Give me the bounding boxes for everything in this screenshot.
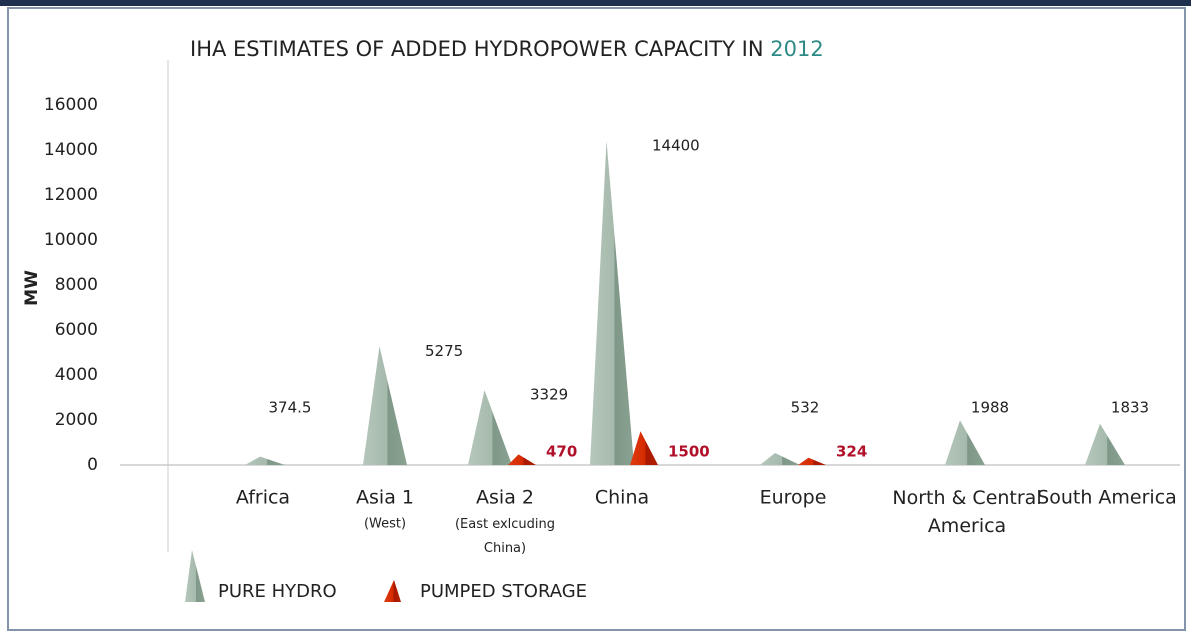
x-tick-label: Africa bbox=[236, 487, 290, 509]
spike bbox=[798, 457, 826, 465]
value-label: 14400 bbox=[652, 137, 700, 155]
y-tick-label: 14000 bbox=[44, 140, 98, 160]
spike bbox=[590, 141, 634, 465]
value-label: 374.5 bbox=[269, 399, 312, 417]
x-tick-label: Asia 1 bbox=[356, 487, 414, 509]
legend-swatch bbox=[185, 550, 205, 602]
value-label: 5275 bbox=[425, 342, 463, 360]
y-axis-label: MW bbox=[22, 270, 42, 306]
value-label: 324 bbox=[836, 443, 867, 461]
spike bbox=[508, 454, 536, 465]
spike bbox=[945, 420, 985, 465]
y-tick-label: 6000 bbox=[55, 320, 98, 340]
x-tick-label: South America bbox=[1037, 487, 1177, 509]
x-tick-label: Asia 2 bbox=[476, 487, 534, 509]
spike bbox=[468, 390, 512, 465]
spike bbox=[760, 453, 800, 465]
x-tick-label: Europe bbox=[760, 487, 827, 509]
value-label: 532 bbox=[791, 399, 820, 417]
legend-swatch bbox=[384, 580, 401, 602]
y-tick-label: 4000 bbox=[55, 365, 98, 385]
value-label: 1500 bbox=[668, 443, 710, 461]
value-label: 470 bbox=[546, 443, 577, 461]
y-tick-label: 16000 bbox=[44, 95, 98, 115]
y-tick-label: 8000 bbox=[55, 275, 98, 295]
chart-title: IHA ESTIMATES OF ADDED HYDROPOWER CAPACI… bbox=[190, 37, 824, 61]
legend-label: PURE HYDRO bbox=[218, 581, 337, 602]
y-tick-label: 12000 bbox=[44, 185, 98, 205]
value-label: 1988 bbox=[971, 399, 1009, 417]
top-bar bbox=[0, 0, 1191, 6]
spike bbox=[630, 431, 658, 465]
title-text: IHA ESTIMATES OF ADDED HYDROPOWER CAPACI… bbox=[190, 37, 764, 61]
x-tick-label: China bbox=[595, 487, 649, 509]
y-tick-label: 10000 bbox=[44, 230, 98, 250]
spike bbox=[245, 456, 285, 465]
y-tick-label: 0 bbox=[87, 455, 98, 475]
category-note: (East exlcuding China) bbox=[455, 517, 555, 556]
value-label: 1833 bbox=[1111, 399, 1149, 417]
y-tick-label: 2000 bbox=[55, 410, 98, 430]
spike bbox=[1085, 423, 1125, 465]
frame bbox=[7, 7, 1186, 631]
x-tick-label: North & Central America bbox=[892, 487, 1041, 537]
category-note: (West) bbox=[364, 517, 406, 532]
legend-label: PUMPED STORAGE bbox=[420, 581, 587, 602]
spike bbox=[363, 346, 407, 465]
title-highlight: 2012 bbox=[770, 37, 823, 61]
value-label: 3329 bbox=[530, 386, 568, 404]
